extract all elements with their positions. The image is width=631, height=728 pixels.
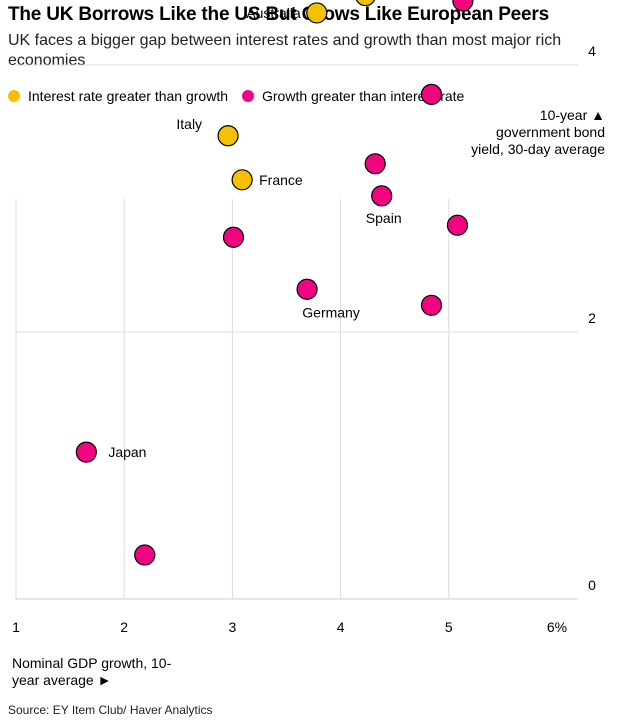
legend-dot-interest (8, 90, 20, 102)
y-tick-label: 4 (588, 43, 596, 59)
legend: Interest rate greater than growth Growth… (8, 88, 478, 104)
x-tick-label: 2 (120, 619, 128, 635)
x-tick-label: 1 (12, 619, 20, 635)
grid-lines (15, 64, 578, 600)
point-label-france: France (259, 172, 303, 188)
x-axis-label: Nominal GDP growth, 10-year average ► (12, 655, 172, 688)
source-note: Source: EY Item Club/ Haver Analytics (8, 703, 213, 717)
point-growth-greater (452, 0, 474, 12)
point-labels: AustraliaUKItalyFranceUSSpainGermanyJapa… (108, 5, 402, 460)
point-label-spain: Spain (366, 210, 402, 226)
y-tick-label: 0 (588, 577, 596, 593)
legend-dot-growth (242, 90, 254, 102)
point-growth-greater (75, 441, 97, 463)
point-growth-greater (420, 83, 443, 105)
x-tick-label: 4 (337, 619, 345, 635)
point-interest-greater (217, 125, 239, 147)
legend-label-interest: Interest rate greater than growth (28, 88, 228, 104)
point-interest-greater (306, 2, 328, 24)
y-tick-label: 2 (588, 310, 596, 326)
legend-item-interest: Interest rate greater than growth (8, 88, 228, 104)
y-axis-label: 10-year ▲ government bond yield, 30-day … (471, 107, 605, 157)
point-label-germany: Germany (302, 304, 360, 320)
point-growth-greater (296, 278, 318, 300)
data-points (75, 0, 474, 566)
point-label-australia: Australia (246, 5, 301, 21)
point-growth-greater (446, 214, 469, 236)
legend-item-growth: Growth greater than interest rate (242, 88, 464, 104)
x-tick-label: 6% (547, 619, 567, 635)
point-interest-greater (355, 0, 376, 7)
point-label-japan: Japan (108, 444, 146, 460)
point-growth-greater (371, 185, 393, 207)
x-tick-label: 5 (445, 619, 453, 635)
point-growth-greater (134, 544, 156, 566)
point-label-italy: Italy (176, 116, 202, 132)
point-growth-greater (364, 153, 386, 175)
point-growth-greater (222, 226, 245, 248)
point-growth-greater (420, 294, 443, 316)
legend-label-growth: Growth greater than interest rate (262, 88, 465, 104)
x-tick-label: 3 (229, 619, 237, 635)
point-interest-greater (231, 169, 253, 191)
chart-title: The UK Borrows Like the US But Grows Lik… (8, 4, 549, 25)
